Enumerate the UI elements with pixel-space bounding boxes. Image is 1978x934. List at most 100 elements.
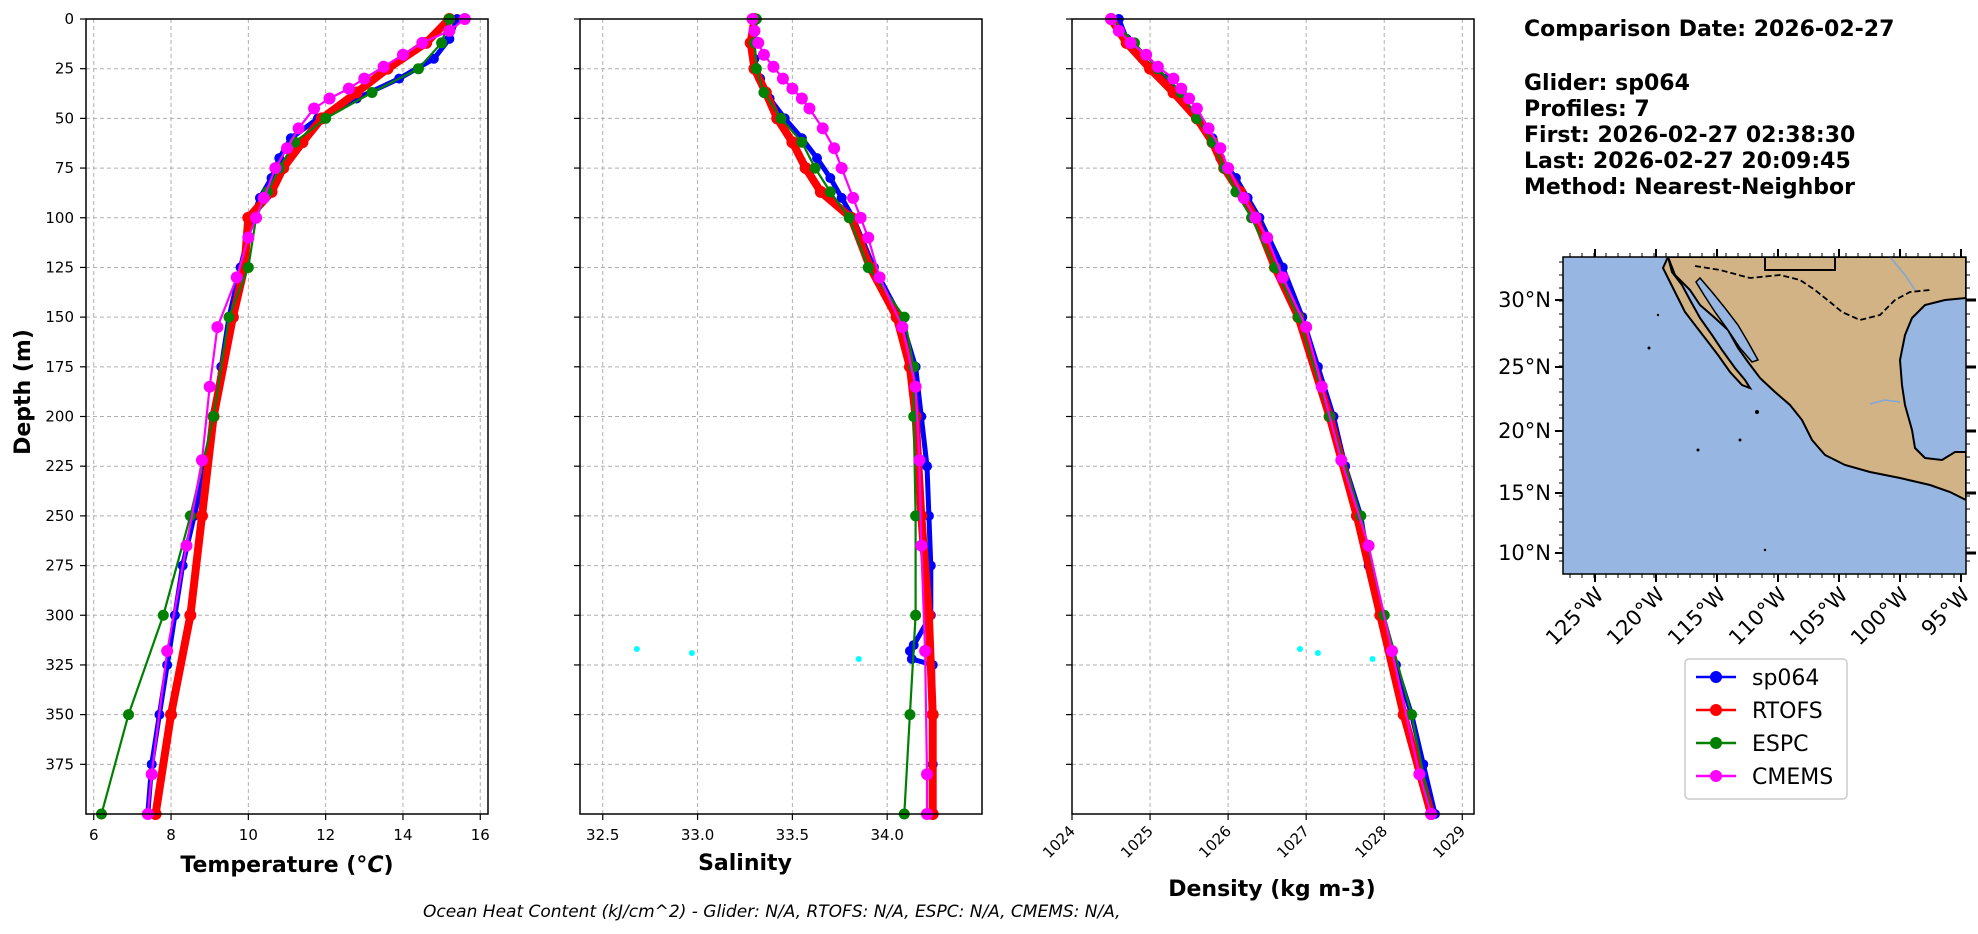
point-ESPC bbox=[904, 709, 916, 721]
location-map: 30°N 25°N 20°N 15°N 10°N 125°W120°W115°W110°W… bbox=[1498, 249, 1976, 650]
point-CMEMS bbox=[242, 231, 255, 244]
point-CMEMS bbox=[416, 36, 429, 49]
point-ESPC bbox=[412, 63, 424, 75]
x-tick-label: 32.5 bbox=[586, 826, 619, 844]
legend-marker bbox=[1710, 770, 1722, 782]
point-CMEMS bbox=[795, 92, 808, 105]
map-gulf-of-california bbox=[1695, 276, 1760, 363]
map-lon-label: 100°W bbox=[1846, 582, 1914, 650]
x-tick-label: 16 bbox=[471, 826, 490, 844]
y-tick-label: 150 bbox=[45, 308, 74, 326]
point-CMEMS bbox=[203, 380, 216, 393]
point-CMEMS bbox=[748, 24, 761, 37]
point-CMEMS bbox=[1151, 60, 1164, 73]
point-CMEMS bbox=[828, 142, 841, 155]
map-lat-label: 30°N bbox=[1498, 288, 1551, 312]
last-time: Last: 2026-02-27 20:09:45 bbox=[1524, 149, 1851, 174]
panel-salinity: 32.5 33.0 33.5 34.0 bbox=[574, 13, 983, 844]
x-tick-label: 1028 bbox=[1351, 822, 1391, 862]
legend: sp064 RTOFS ESPC CMEMS bbox=[1684, 658, 1848, 800]
point-CMEMS bbox=[1249, 211, 1262, 224]
point-CMEMS bbox=[211, 321, 224, 334]
point-CMEMS bbox=[896, 321, 909, 334]
legend-label: sp064 bbox=[1752, 666, 1819, 691]
point-CMEMS bbox=[757, 48, 770, 61]
legend-marker bbox=[1710, 704, 1722, 716]
point-CMEMS bbox=[257, 191, 270, 204]
point-ESPC bbox=[123, 709, 135, 721]
point-CMEMS bbox=[1183, 92, 1196, 105]
glider-name: Glider: sp064 bbox=[1524, 71, 1690, 96]
point-RTOFS bbox=[799, 162, 812, 175]
point-CMEMS bbox=[1214, 142, 1227, 155]
y-tick-label: 275 bbox=[45, 557, 74, 575]
series-glider_raw bbox=[633, 646, 862, 662]
x-tick-label: 14 bbox=[393, 826, 412, 844]
point-CMEMS bbox=[835, 162, 848, 175]
point-CMEMS bbox=[1237, 191, 1250, 204]
point-RTOFS bbox=[926, 708, 939, 721]
legend-label: RTOFS bbox=[1752, 699, 1823, 724]
point-sp064 bbox=[906, 653, 917, 664]
point-CMEMS bbox=[443, 24, 456, 37]
point-ESPC bbox=[436, 37, 448, 49]
point-CMEMS bbox=[1300, 321, 1313, 334]
point-CMEMS bbox=[145, 768, 158, 781]
point-CMEMS bbox=[1167, 72, 1180, 85]
map-state-lines bbox=[1764, 257, 1836, 271]
series-glider_raw bbox=[1296, 646, 1376, 662]
point-CMEMS bbox=[342, 82, 355, 95]
x-tick-label: 1025 bbox=[1117, 822, 1157, 862]
point-sp064 bbox=[825, 173, 836, 183]
point-ESPC bbox=[862, 261, 874, 273]
point-CMEMS bbox=[1386, 645, 1399, 658]
point-CMEMS bbox=[250, 211, 263, 224]
profile-count: Profiles: 7 bbox=[1524, 97, 1650, 122]
point-CMEMS bbox=[803, 102, 816, 115]
point-CMEMS bbox=[292, 122, 305, 135]
point-CMEMS bbox=[921, 768, 934, 781]
point-CMEMS bbox=[915, 539, 928, 552]
point-CMEMS bbox=[1261, 231, 1274, 244]
x-tick-label: 34.0 bbox=[870, 826, 903, 844]
point-ESPC bbox=[157, 609, 169, 621]
point-CMEMS bbox=[1362, 539, 1375, 552]
x-axis-label-density: Density (kg m-3) bbox=[1168, 877, 1376, 902]
point-CMEMS bbox=[1140, 48, 1153, 61]
series-line-RTOFS bbox=[151, 16, 453, 815]
point-CMEMS bbox=[161, 645, 174, 658]
map-lon-label: 110°W bbox=[1724, 582, 1792, 650]
method: Method: Nearest-Neighbor bbox=[1524, 175, 1855, 200]
point-CMEMS bbox=[847, 191, 860, 204]
point-CMEMS bbox=[1202, 122, 1215, 135]
map-border bbox=[1694, 265, 1931, 321]
legend-label: ESPC bbox=[1752, 732, 1809, 757]
point-sp064 bbox=[428, 53, 439, 64]
x-tick-label: 1029 bbox=[1429, 822, 1469, 862]
y-tick-label: 325 bbox=[45, 656, 74, 674]
point-RTOFS bbox=[184, 609, 197, 622]
point-ESPC bbox=[910, 510, 922, 522]
point-CMEMS bbox=[195, 454, 208, 467]
x-axis-label-salinity: Salinity bbox=[698, 851, 792, 876]
point-CMEMS bbox=[1222, 162, 1235, 175]
point-CMEMS bbox=[396, 48, 409, 61]
point-CMEMS bbox=[1413, 768, 1426, 781]
map-land-mexico bbox=[1666, 257, 1966, 502]
x-tick-label: 33.0 bbox=[681, 826, 714, 844]
point-ESPC bbox=[775, 112, 787, 124]
series-RTOFS bbox=[149, 13, 456, 820]
map-land-baja bbox=[1661, 257, 1753, 390]
point-CMEMS bbox=[752, 36, 765, 49]
point-CMEMS bbox=[180, 539, 193, 552]
point-ESPC bbox=[910, 609, 922, 621]
ocean-heat-content-footer: Ocean Heat Content (kJ/cm^2) - Glider: N… bbox=[423, 902, 1121, 922]
legend-item-CMEMS: CMEMS bbox=[1696, 765, 1833, 790]
legend-item-ESPC: ESPC bbox=[1696, 732, 1809, 757]
point-CMEMS bbox=[1124, 36, 1137, 49]
axes-frame bbox=[579, 18, 983, 815]
point-ESPC bbox=[758, 87, 770, 99]
point-CMEMS bbox=[358, 72, 371, 85]
glider-raw-point bbox=[688, 650, 695, 657]
